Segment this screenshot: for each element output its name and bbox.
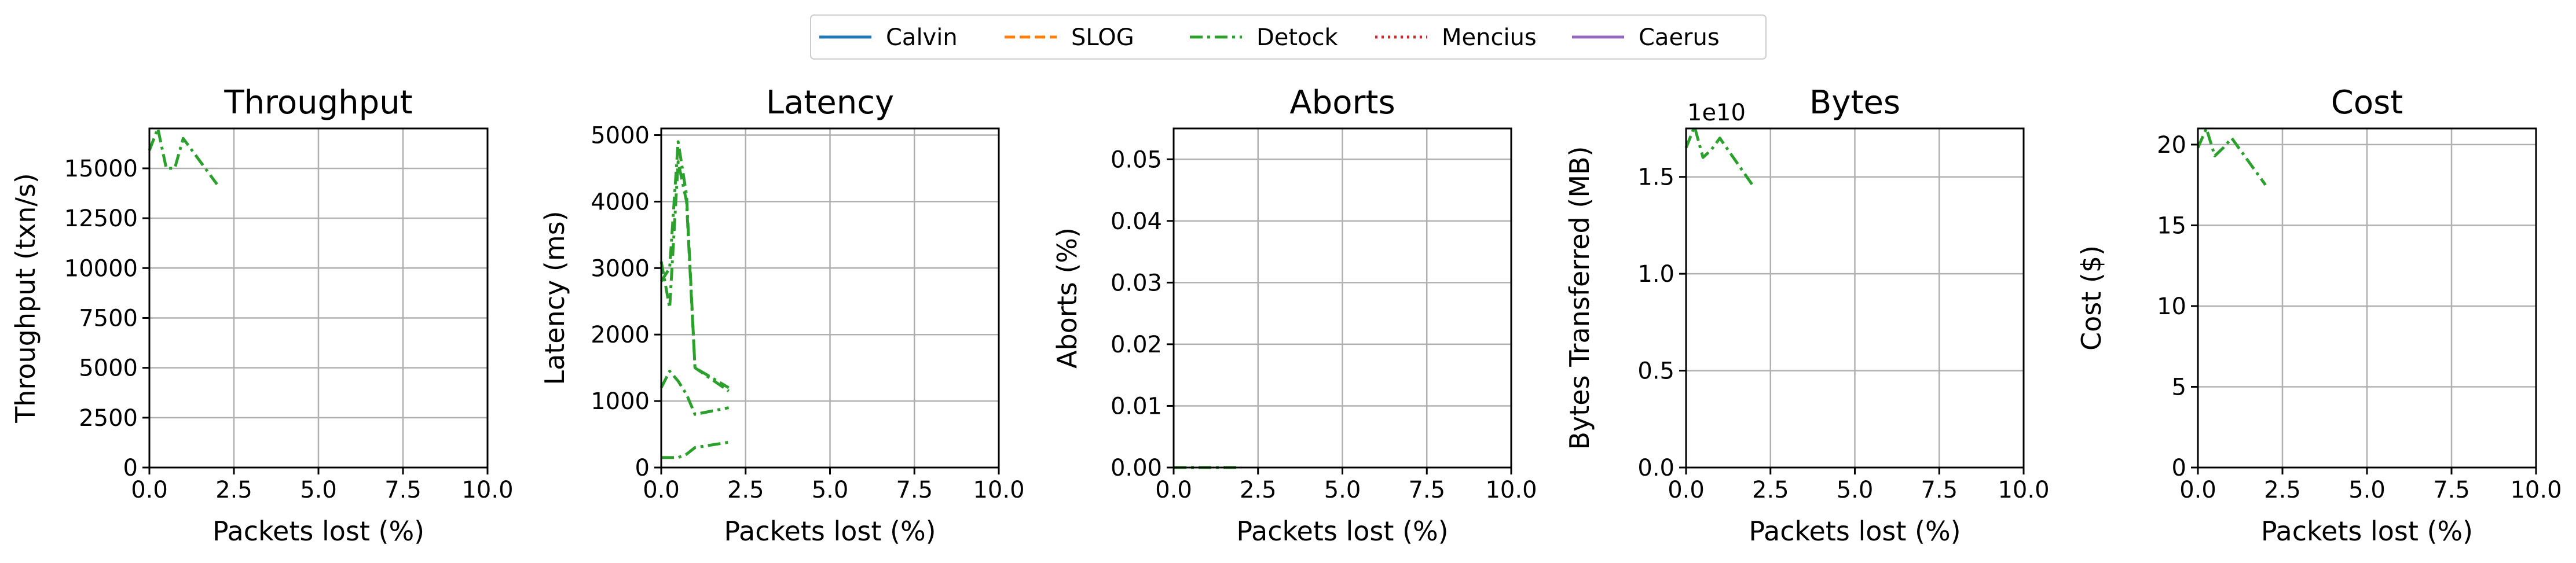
y-tick-label: 5000 xyxy=(79,355,138,382)
y-tick-label: 0 xyxy=(123,455,138,481)
chart-title: Throughput xyxy=(223,84,412,122)
x-tick-label: 10.0 xyxy=(461,477,513,503)
chart-aborts: 0.0 2.5 5.0 7.5 10.0 0.00 0.01 0.02 0.03 0.04 0.05… xyxy=(1051,84,1537,547)
y-tick-label: 0.01 xyxy=(1111,393,1162,420)
chart-cost: 0.0 2.5 5.0 7.5 10.0 0 5 10 15 20 Cost Packets lost… xyxy=(2076,84,2562,547)
x-axis-label: Packets lost (%) xyxy=(1236,516,1448,547)
y-tick-label: 0.00 xyxy=(1111,455,1162,481)
chart-throughput: 0.0 2.5 5.0 7.5 10.0 0 2500 5000 7500 10000 12500 1… xyxy=(10,84,514,547)
series-line-detock-0 xyxy=(148,127,218,185)
y-tick-label: 0.04 xyxy=(1111,208,1162,235)
series-line-detock-3 xyxy=(661,440,729,459)
x-axis-label: Packets lost (%) xyxy=(2261,516,2473,547)
y-tick-label: 2500 xyxy=(79,405,138,432)
y-tick-label: 4000 xyxy=(591,189,650,215)
y-tick-label: 10 xyxy=(2157,293,2186,320)
x-tick-label: 7.5 xyxy=(1408,477,1445,503)
series-line-detock-0 xyxy=(1684,125,1755,187)
y-tick-label: 0.03 xyxy=(1111,270,1162,296)
x-tick-label: 7.5 xyxy=(2433,477,2470,503)
x-tick-label: 2.5 xyxy=(727,477,764,503)
y-axis-label: Throughput (txn/s) xyxy=(10,173,41,424)
x-tick-label: 0.0 xyxy=(131,477,168,503)
x-tick-label: 7.5 xyxy=(1921,477,1958,503)
legend-label-slog: SLOG xyxy=(1071,24,1134,51)
y-axis-label: Latency (ms) xyxy=(539,211,570,385)
x-tick-label: 7.5 xyxy=(896,477,933,503)
y-tick-label: 15 xyxy=(2157,212,2186,239)
series-line-detock-1 xyxy=(659,160,730,392)
y-tick-label: 3000 xyxy=(591,255,650,282)
x-tick-label: 10.0 xyxy=(1485,477,1537,503)
chart-latency: 0.0 2.5 5.0 7.5 10.0 0 1000 2000 3000 4000 5000 Lat… xyxy=(539,84,1025,547)
charts: 0.0 2.5 5.0 7.5 10.0025005000750010000125001… xyxy=(10,84,2562,547)
y-offset-label: 1e10 xyxy=(1687,100,1746,126)
x-tick-label: 10.0 xyxy=(973,477,1024,503)
x-tick-label: 2.5 xyxy=(1240,477,1277,503)
x-axis-label: Packets lost (%) xyxy=(212,516,424,547)
y-axis-label: Bytes Transferred (MB) xyxy=(1564,146,1595,450)
chart-title: Aborts xyxy=(1289,84,1395,122)
y-tick-label: 5000 xyxy=(591,122,650,149)
y-tick-label: 1000 xyxy=(591,388,650,415)
x-tick-label: 5.0 xyxy=(1837,477,1874,503)
y-tick-label: 0.0 xyxy=(1637,455,1674,481)
y-tick-label: 1.0 xyxy=(1637,261,1674,288)
x-tick-label: 2.5 xyxy=(215,477,252,503)
y-tick-label: 1.5 xyxy=(1637,164,1674,191)
y-tick-label: 0 xyxy=(635,455,650,481)
x-tick-label: 5.0 xyxy=(2348,477,2386,503)
x-tick-label: 0.0 xyxy=(643,477,680,503)
y-tick-label: 7500 xyxy=(79,305,138,332)
y-tick-label: 15000 xyxy=(64,156,138,182)
legend: Calvin SLOG Detock Mencius Caerus xyxy=(810,14,1767,60)
chart-bytes: 0.0 2.5 5.0 7.5 10.0 0.0 0.5 1.0 1.5 Bytes Packets… xyxy=(1564,84,2050,547)
y-axis-label: Aborts (%) xyxy=(1051,227,1083,369)
y-tick-label: 0.02 xyxy=(1111,332,1162,358)
x-axis-label: Packets lost (%) xyxy=(1749,516,1961,547)
x-tick-label: 10.0 xyxy=(1998,477,2049,503)
x-tick-label: 0.0 xyxy=(1155,477,1192,503)
y-tick-label: 0.05 xyxy=(1111,146,1162,173)
series-line-detock-0 xyxy=(2196,127,2267,186)
y-tick-label: 20 xyxy=(2157,132,2186,159)
x-axis-label: Packets lost (%) xyxy=(724,516,936,547)
x-tick-label: 10.0 xyxy=(2510,477,2562,503)
legend-label-mencius: Mencius xyxy=(1442,24,1537,51)
legend-label-calvin: Calvin xyxy=(886,24,958,51)
legend-frame xyxy=(810,14,1767,60)
y-tick-label: 0 xyxy=(2172,455,2186,481)
x-tick-label: 5.0 xyxy=(812,477,849,503)
chart-title: Bytes xyxy=(1809,84,1900,122)
legend-label-detock: Detock xyxy=(1256,24,1339,51)
y-tick-label: 12500 xyxy=(64,205,138,232)
x-tick-label: 5.0 xyxy=(1324,477,1361,503)
chart-title: Cost xyxy=(2331,84,2403,122)
x-tick-label: 0.0 xyxy=(1668,477,1705,503)
y-axis-label: Cost ($) xyxy=(2076,245,2107,351)
y-tick-label: 0.5 xyxy=(1637,358,1674,385)
x-tick-label: 0.0 xyxy=(2179,477,2216,503)
x-tick-label: 2.5 xyxy=(1752,477,1789,503)
x-tick-label: 5.0 xyxy=(300,477,337,503)
y-tick-label: 5 xyxy=(2172,374,2186,400)
y-tick-label: 2000 xyxy=(591,322,650,348)
x-tick-label: 7.5 xyxy=(384,477,422,503)
series-line-detock-2 xyxy=(659,369,730,416)
x-tick-label: 2.5 xyxy=(2264,477,2301,503)
legend-label-caerus: Caerus xyxy=(1639,24,1720,51)
y-tick-label: 10000 xyxy=(64,255,138,282)
chart-title: Latency xyxy=(766,84,894,122)
